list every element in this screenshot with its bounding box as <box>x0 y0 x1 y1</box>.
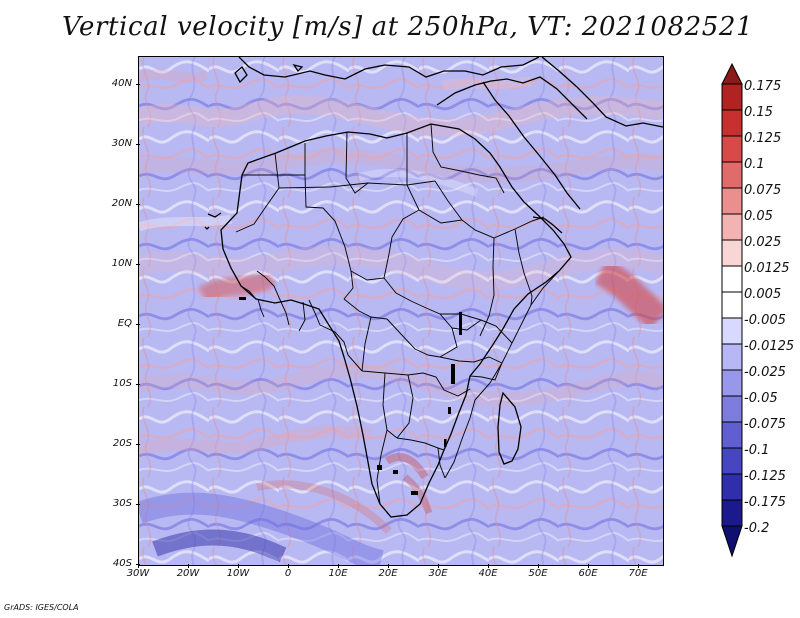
lon-label-20w: 20W <box>176 568 200 579</box>
colorbar-segment-14 <box>721 421 743 449</box>
lon-tick-60e <box>588 564 589 568</box>
lon-tick-30w <box>138 564 139 568</box>
lat-label-20s: 20S <box>112 438 132 449</box>
colorbar-segment-2 <box>721 109 743 137</box>
colorbar-segment-11 <box>721 343 743 371</box>
plot-title: Vertical velocity [m/s] at 250hPa, VT: 2… <box>62 12 754 42</box>
colorbar-label-0-1: 0.1 <box>744 157 765 172</box>
lat-label-40s: 40S <box>112 558 132 569</box>
colorbar-label-neg-0-1: -0.1 <box>744 443 770 458</box>
lat-label-30s: 30S <box>112 498 132 509</box>
colorbar-label-0-0125: 0.0125 <box>744 261 790 276</box>
vertical-velocity-map <box>139 57 663 565</box>
colorbar-label-neg-0-2: -0.2 <box>744 521 770 536</box>
colorbar-label-neg-0-05: -0.05 <box>744 391 778 406</box>
map-background <box>139 57 663 565</box>
colorbar-label-0-125: 0.125 <box>744 131 782 146</box>
colorbar-segment-15 <box>721 447 743 475</box>
lat-label-10s: 10S <box>112 378 132 389</box>
colorbar-top-arrow <box>721 62 743 85</box>
lon-label-0: 0 <box>284 568 292 579</box>
lat-tick-10n <box>136 264 140 265</box>
colorbar-label-neg-0-025: -0.025 <box>744 365 786 380</box>
colorbar-segment-8 <box>721 265 743 293</box>
colorbar-label-neg-0-005: -0.005 <box>744 313 786 328</box>
lat-tick-20n <box>136 204 140 205</box>
colorbar-label-neg-0-075: -0.075 <box>744 417 786 432</box>
lon-label-60e: 60E <box>578 568 598 579</box>
lon-label-50e: 50E <box>528 568 548 579</box>
lon-tick-20e <box>388 564 389 568</box>
footer-credit: GrADS: IGES/COLA <box>4 603 79 612</box>
colorbar-segment-9 <box>721 291 743 319</box>
colorbar-segment-12 <box>721 369 743 397</box>
lat-label-30n: 30N <box>111 138 132 149</box>
lon-tick-70e <box>638 564 639 568</box>
lon-label-10w: 10W <box>226 568 250 579</box>
colorbar-bottom-arrow <box>721 525 743 558</box>
colorbar-label-neg-0-125: -0.125 <box>744 469 786 484</box>
colorbar-label-0-05: 0.05 <box>744 209 773 224</box>
colorbar-label-neg-0-0125: -0.0125 <box>744 339 795 354</box>
lon-tick-10e <box>338 564 339 568</box>
lon-tick-20w <box>188 564 189 568</box>
lat-label-40n: 40N <box>111 78 132 89</box>
colorbar-segment-4 <box>721 161 743 189</box>
lon-label-30w: 30W <box>126 568 150 579</box>
colorbar-label-0-075: 0.075 <box>744 183 782 198</box>
lon-label-10e: 10E <box>328 568 348 579</box>
colorbar-label-neg-0-175: -0.175 <box>744 495 786 510</box>
colorbar-segment-5 <box>721 187 743 215</box>
lon-tick-50e <box>538 564 539 568</box>
lon-label-30e: 30E <box>428 568 448 579</box>
colorbar-segment-13 <box>721 395 743 423</box>
lat-label-20n: 20N <box>111 198 132 209</box>
lat-label-10n: 10N <box>111 258 132 269</box>
lat-tick-30s <box>136 504 140 505</box>
colorbar-svg <box>721 62 743 558</box>
colorbar-segment-6 <box>721 213 743 241</box>
colorbar-label-0-175: 0.175 <box>744 79 782 94</box>
lon-label-20e: 20E <box>378 568 398 579</box>
lat-tick-20s <box>136 444 140 445</box>
lake-and-island-marks <box>239 297 462 495</box>
coastlines <box>204 57 663 518</box>
colorbar-segment-16 <box>721 473 743 501</box>
colorbar-segment-10 <box>721 317 743 345</box>
colorbar-label-0-025: 0.025 <box>744 235 782 250</box>
colorbar-segment-1 <box>721 83 743 111</box>
lon-tick-30e <box>438 564 439 568</box>
country-borders <box>235 123 560 505</box>
lat-tick-eq <box>136 324 140 325</box>
lat-label-eq: EQ <box>117 318 132 329</box>
colorbar <box>721 62 743 558</box>
lon-tick-10w <box>238 564 239 568</box>
lon-label-70e: 70E <box>628 568 648 579</box>
colorbar-label-0-15: 0.15 <box>744 105 773 120</box>
map-panel <box>138 56 664 566</box>
colorbar-label-0-005: 0.005 <box>744 287 782 302</box>
velocity-anomaly-streaks <box>139 69 663 565</box>
colorbar-segment-3 <box>721 135 743 163</box>
lat-tick-10s <box>136 384 140 385</box>
colorbar-segment-17 <box>721 499 743 527</box>
lon-tick-0 <box>288 564 289 568</box>
lat-tick-40n <box>136 84 140 85</box>
lat-tick-30n <box>136 144 140 145</box>
colorbar-segment-7 <box>721 239 743 267</box>
lon-label-40e: 40E <box>478 568 498 579</box>
lon-tick-40e <box>488 564 489 568</box>
